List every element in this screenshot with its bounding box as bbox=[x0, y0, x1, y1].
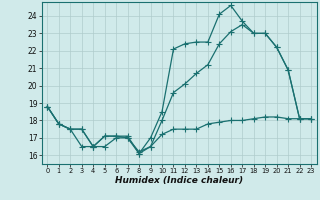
X-axis label: Humidex (Indice chaleur): Humidex (Indice chaleur) bbox=[115, 176, 243, 185]
